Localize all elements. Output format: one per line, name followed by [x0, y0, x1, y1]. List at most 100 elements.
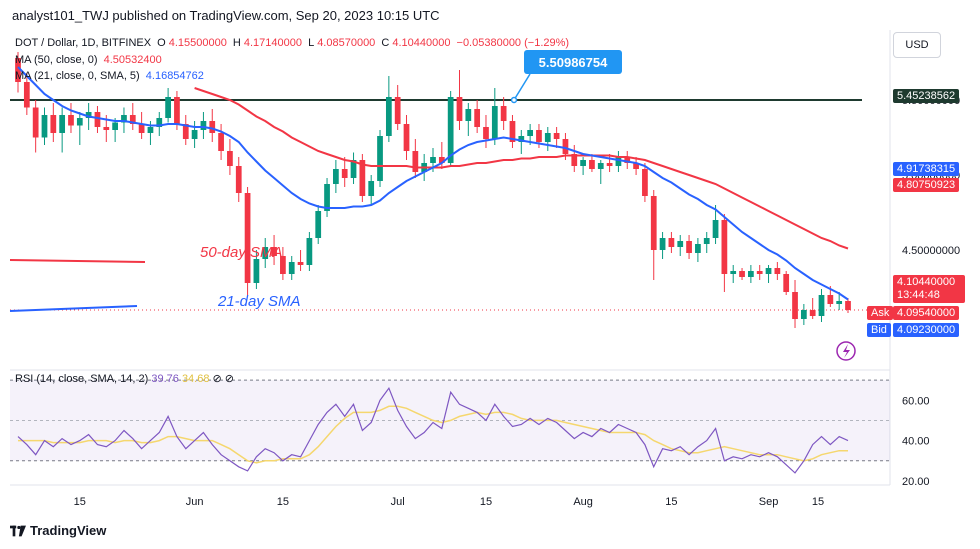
lightning-bolt-icon — [843, 344, 850, 358]
candle-body — [536, 130, 542, 142]
legend-low: 4.08570000 — [317, 37, 376, 49]
candle-body — [174, 97, 180, 124]
legend-open: 4.15500000 — [168, 37, 227, 49]
legend-o-label: O — [157, 37, 166, 49]
legend-high: 4.17140000 — [243, 37, 302, 49]
sma50-legend-line — [9, 259, 146, 263]
time-tick-label: Jul — [391, 496, 405, 508]
candle-body — [739, 271, 745, 277]
legend-ohlc: DOT / Dollar, 1D, BITFINEX O 4.15500000 H… — [15, 37, 572, 49]
candle-body — [112, 122, 118, 130]
rsi-label: RSI (14, close, SMA, 14, 2) — [15, 373, 149, 385]
candle-body — [509, 121, 516, 142]
candle-body — [315, 211, 322, 238]
candle-body — [76, 118, 83, 126]
candle-body — [156, 118, 163, 127]
legend-ma50-value: 4.50532400 — [103, 54, 162, 66]
time-tick-label: 15 — [812, 496, 824, 508]
candle-body — [191, 130, 198, 139]
candle-body — [809, 310, 816, 316]
header-bar: analyst101_TWJ published on TradingView.… — [0, 0, 980, 30]
candle-body — [650, 196, 657, 250]
candle-body — [138, 124, 145, 133]
time-tick-label: Sep — [759, 496, 779, 508]
time-tick-label: 15 — [665, 496, 677, 508]
footer-brand-text: TradingView — [30, 523, 107, 538]
legend-change: −0.05380000 (−1.29%) — [456, 37, 570, 49]
currency-button[interactable]: USD — [893, 32, 941, 58]
publisher-line: analyst101_TWJ published on TradingView.… — [12, 8, 440, 23]
candle-body — [730, 271, 737, 274]
candle-body — [827, 295, 834, 304]
legend-ma50: MA (50, close, 0) 4.50532400 — [15, 54, 165, 66]
ma50-line — [194, 87, 849, 250]
last-price: 4.10440000 — [897, 276, 956, 288]
candle-body — [544, 133, 551, 142]
candle-body — [129, 115, 136, 124]
candle-body — [712, 220, 719, 238]
candle-body — [341, 169, 348, 178]
candle-body — [695, 244, 701, 253]
candle-body — [792, 292, 798, 319]
candle-body — [50, 115, 57, 133]
candle-body — [818, 295, 825, 316]
legend-ma21: MA (21, close, 0, SMA, 5) 4.16854762 — [15, 70, 207, 82]
legend-ma50-label: MA (50, close, 0) — [15, 54, 98, 66]
rsi-sma-value: 34.68 — [181, 373, 210, 385]
time-tick-label: 15 — [277, 496, 289, 508]
candle-body — [253, 259, 260, 283]
candle-body — [721, 220, 728, 274]
rsi-tick-label: 40.00 — [902, 436, 930, 448]
time-tick-label: Aug — [573, 496, 593, 508]
candle-body — [94, 112, 101, 127]
candle-body — [377, 136, 383, 181]
candle-body — [438, 157, 445, 163]
rsi-tick-label: 20.00 — [902, 476, 930, 488]
candle-body — [483, 127, 489, 139]
candle-body — [227, 151, 233, 166]
footer-brand[interactable]: TradingView — [10, 523, 106, 538]
countdown: 13:44:48 — [897, 289, 940, 301]
candle-body — [403, 124, 410, 151]
candle-body — [209, 121, 216, 133]
candle-body — [15, 58, 21, 82]
candle-body — [597, 163, 604, 169]
chart[interactable]: 4.500000005.000000005.5000000020.0040.00… — [0, 30, 980, 523]
rsi-sma-line — [18, 405, 848, 464]
legend-close: 4.10440000 — [392, 37, 451, 49]
rsi-line — [17, 386, 849, 474]
candle-body — [465, 109, 472, 121]
candle-body — [32, 107, 39, 138]
candle-body — [668, 238, 675, 247]
legend-ma21-value: 4.16854762 — [145, 70, 204, 82]
rsi-eye-icon[interactable]: ⊘ ⊘ — [212, 373, 235, 385]
legend-ma21-label: MA (21, close, 0, SMA, 5) — [15, 70, 140, 82]
candle-body — [182, 124, 189, 139]
legend-l-label: L — [308, 37, 315, 49]
candle-body — [589, 160, 595, 169]
callout-pointer — [513, 73, 531, 101]
candle-body — [394, 97, 401, 124]
candle-body — [606, 163, 613, 166]
time-tick-label: Jun — [186, 496, 204, 508]
candle-body — [200, 121, 207, 130]
candle-body — [800, 310, 807, 319]
candle-body — [703, 238, 710, 244]
tradingview-logo-icon — [10, 525, 26, 536]
candle-body — [68, 115, 74, 126]
candle-body — [288, 262, 295, 274]
candle-body — [244, 193, 251, 283]
candle-body — [271, 247, 277, 256]
legend-c-label: C — [381, 37, 390, 49]
candle-body — [615, 157, 622, 166]
candle-body — [491, 106, 498, 139]
sma50-annotation: 50-day SMA — [200, 244, 283, 261]
candle-body — [845, 301, 851, 310]
candle-body — [456, 97, 463, 121]
lightning-icon — [836, 341, 856, 361]
candle-body — [518, 136, 525, 142]
candle-body — [430, 157, 436, 163]
sma21-annotation: 21-day SMA — [218, 293, 301, 310]
tag-resistance: 5.45238562 — [893, 89, 960, 103]
candle-body — [350, 160, 357, 178]
